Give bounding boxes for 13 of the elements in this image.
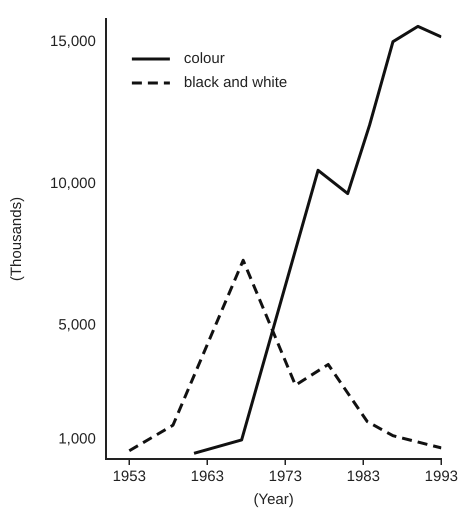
legend-label: colour xyxy=(184,50,225,68)
x-tick-label: 1983 xyxy=(346,468,380,486)
x-tick-label: 1993 xyxy=(424,468,458,486)
x-tick-label: 1953 xyxy=(112,468,146,486)
x-tick-label: 1963 xyxy=(190,468,224,486)
legend-label: black and white xyxy=(184,74,288,92)
y-tick-label: 10,000 xyxy=(50,174,96,192)
x-axis-title: (Year) xyxy=(253,491,294,508)
y-tick-label: 5,000 xyxy=(58,316,96,334)
y-tick-label: 1,000 xyxy=(58,430,96,448)
x-tick-label: 1973 xyxy=(268,468,302,486)
y-axis-title: (Thousands) xyxy=(8,196,26,282)
y-tick-label: 15,000 xyxy=(50,32,96,50)
